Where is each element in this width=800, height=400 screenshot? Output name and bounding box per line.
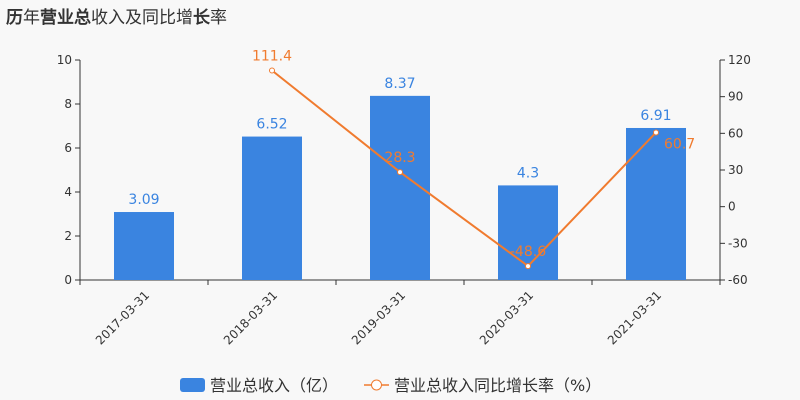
x-tick-label: 2018-03-31 (221, 288, 280, 347)
bar-label: 8.37 (384, 76, 415, 92)
right-tick-label: 90 (728, 90, 743, 104)
line-point (525, 263, 531, 270)
title-part: 历 (6, 8, 23, 28)
line-point (397, 169, 403, 176)
x-tick-label: 2020-03-31 (477, 288, 536, 347)
left-tick-label: 6 (64, 141, 72, 155)
growth-line (271, 69, 657, 268)
legend-bar-icon (180, 378, 205, 392)
left-tick-label: 0 (64, 273, 72, 287)
bar (242, 136, 302, 280)
legend-line-label: 营业总收入同比增长率（%） (394, 376, 601, 395)
line-label: 28.3 (384, 150, 415, 166)
line-point (269, 67, 275, 74)
left-tick-label: 10 (57, 53, 72, 67)
chart-title: 历年营业总收入及同比增长率 (6, 3, 227, 28)
line-label: 111.4 (252, 49, 292, 65)
x-tick-label: 2021-03-31 (605, 288, 664, 347)
bar-label: 4.3 (517, 165, 539, 181)
left-tick-label: 8 (64, 97, 72, 111)
legend-bar-label: 营业总收入（亿） (210, 376, 338, 395)
bar-label: 6.91 (640, 108, 671, 124)
title-part: 长 (193, 8, 210, 28)
right-tick-label: 30 (728, 163, 743, 177)
x-tick-label: 2017-03-31 (93, 288, 152, 347)
bar-label: 3.09 (128, 192, 159, 208)
title-part: 率 (210, 8, 227, 28)
bar-label: 6.52 (256, 117, 287, 133)
right-tick-label: -60 (728, 273, 748, 287)
line-label: 60.7 (664, 136, 695, 152)
right-tick-label: -30 (728, 236, 748, 250)
left-tick-label: 4 (64, 185, 72, 199)
line-label: -48.6 (510, 244, 546, 260)
title-part: 年 (23, 8, 40, 28)
right-tick-label: 60 (728, 126, 743, 140)
title-part: 营业总 (40, 8, 91, 28)
bar (114, 212, 174, 280)
x-tick-label: 2019-03-31 (349, 288, 408, 347)
legend-line-marker-icon (371, 379, 382, 391)
line-point (653, 129, 659, 136)
title-part: 收入及同比增 (91, 8, 193, 28)
right-tick-label: 120 (728, 53, 751, 67)
left-tick-label: 2 (64, 229, 72, 243)
right-tick-label: 0 (728, 200, 736, 214)
